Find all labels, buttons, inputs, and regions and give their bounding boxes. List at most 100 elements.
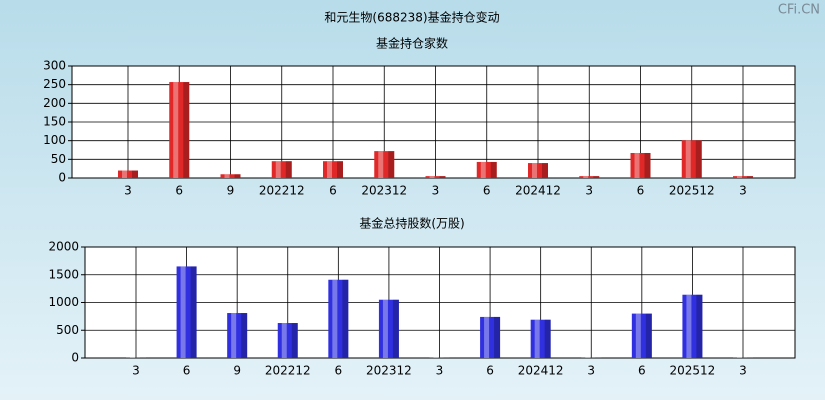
bar-shine (281, 323, 287, 358)
bar-shine (484, 316, 490, 358)
x-tick-label: 6 (638, 364, 646, 378)
bar-shade (140, 357, 146, 358)
y-tick-label: 100 (43, 133, 66, 147)
chart-subtitle: 基金持仓家数 (376, 36, 448, 51)
bar (733, 357, 753, 358)
bar-shade (747, 357, 753, 358)
x-tick-label: 6 (183, 364, 191, 378)
bar-shade (337, 161, 343, 178)
x-tick-label: 9 (227, 184, 235, 198)
bar-shade (490, 161, 497, 178)
bar (630, 152, 651, 178)
bar-shade (388, 151, 395, 178)
bar (682, 294, 703, 358)
bar-shine (585, 357, 591, 358)
y-tick-label: 1000 (48, 295, 79, 309)
bar-shine (429, 176, 435, 178)
bar-shine (231, 313, 237, 358)
bar-shade (595, 357, 602, 358)
bar-shade (342, 279, 349, 358)
bar-shade (132, 170, 138, 178)
bar-shine (130, 357, 135, 358)
bar-shade (644, 152, 651, 178)
bar-shine (173, 82, 179, 178)
bar-shine (737, 357, 742, 358)
bar (425, 176, 446, 178)
bar-shine (532, 163, 537, 178)
bar-shine (534, 319, 540, 358)
x-tick-label: 6 (335, 364, 343, 378)
bar-shade (747, 176, 753, 178)
x-tick-label: 202212 (259, 184, 305, 198)
bar (579, 176, 600, 178)
bar-shade (443, 357, 450, 358)
y-tick-label: 200 (43, 96, 66, 110)
y-tick-label: 2000 (48, 240, 79, 254)
bar-shade (241, 313, 248, 358)
x-tick-label: 6 (175, 184, 183, 198)
y-tick-label: 1500 (48, 267, 79, 281)
bar-shade (494, 316, 501, 358)
x-tick-label: 202512 (669, 184, 715, 198)
y-tick-label: 250 (43, 77, 66, 91)
bar-shade (285, 161, 292, 178)
x-tick-label: 3 (132, 364, 140, 378)
x-tick-label: 6 (486, 364, 494, 378)
bar (176, 266, 197, 358)
x-tick-label: 3 (739, 364, 747, 378)
bar-shine (382, 299, 388, 358)
x-tick-label: 202412 (515, 184, 561, 198)
bar-shade (695, 140, 702, 178)
bar-shade (593, 176, 600, 178)
bar-shade (392, 299, 399, 358)
bar (378, 299, 399, 358)
bar-shine (737, 176, 742, 178)
bar (429, 357, 450, 358)
bar-shine (122, 170, 127, 178)
x-tick-label: 202212 (265, 364, 311, 378)
bar (631, 313, 652, 358)
bar-shine (180, 266, 186, 358)
bar-shine (686, 294, 692, 358)
x-tick-label: 6 (483, 184, 491, 198)
y-tick-label: 0 (58, 171, 66, 185)
bar (374, 151, 395, 178)
y-tick-label: 500 (56, 323, 79, 337)
y-tick-label: 300 (43, 59, 66, 73)
bar (220, 174, 241, 178)
bar-shade (291, 323, 298, 358)
x-tick-label: 202312 (366, 364, 412, 378)
bar (277, 323, 298, 358)
bar (476, 161, 497, 178)
bar-shine (583, 176, 589, 178)
bar-shine (224, 174, 230, 178)
bar (528, 163, 548, 178)
bar-shine (327, 161, 332, 178)
bar-shine (275, 161, 281, 178)
y-tick-label: 0 (71, 351, 79, 365)
bar (681, 140, 702, 178)
bar-shade (645, 313, 652, 358)
chart-title: 基金总持股数(万股) (359, 216, 464, 231)
x-tick-label: 202312 (361, 184, 407, 198)
bar-shade (234, 174, 241, 178)
x-tick-label: 202512 (670, 364, 716, 378)
bar-shade (544, 319, 551, 358)
bar (733, 176, 753, 178)
bar-shine (378, 151, 384, 178)
x-tick-label: 3 (432, 184, 440, 198)
bar (126, 357, 146, 358)
x-tick-label: 3 (124, 184, 132, 198)
x-tick-label: 3 (739, 184, 747, 198)
bar-shade (183, 82, 190, 178)
bar-shine (634, 152, 640, 178)
bar-shade (190, 266, 197, 358)
bar (118, 170, 138, 178)
chart-title: 和元生物(688238)基金持仓变动 (324, 10, 499, 25)
bar-shade (439, 176, 446, 178)
bar (323, 161, 343, 178)
bar (227, 313, 248, 358)
x-tick-label: 3 (436, 364, 444, 378)
x-tick-label: 9 (233, 364, 241, 378)
